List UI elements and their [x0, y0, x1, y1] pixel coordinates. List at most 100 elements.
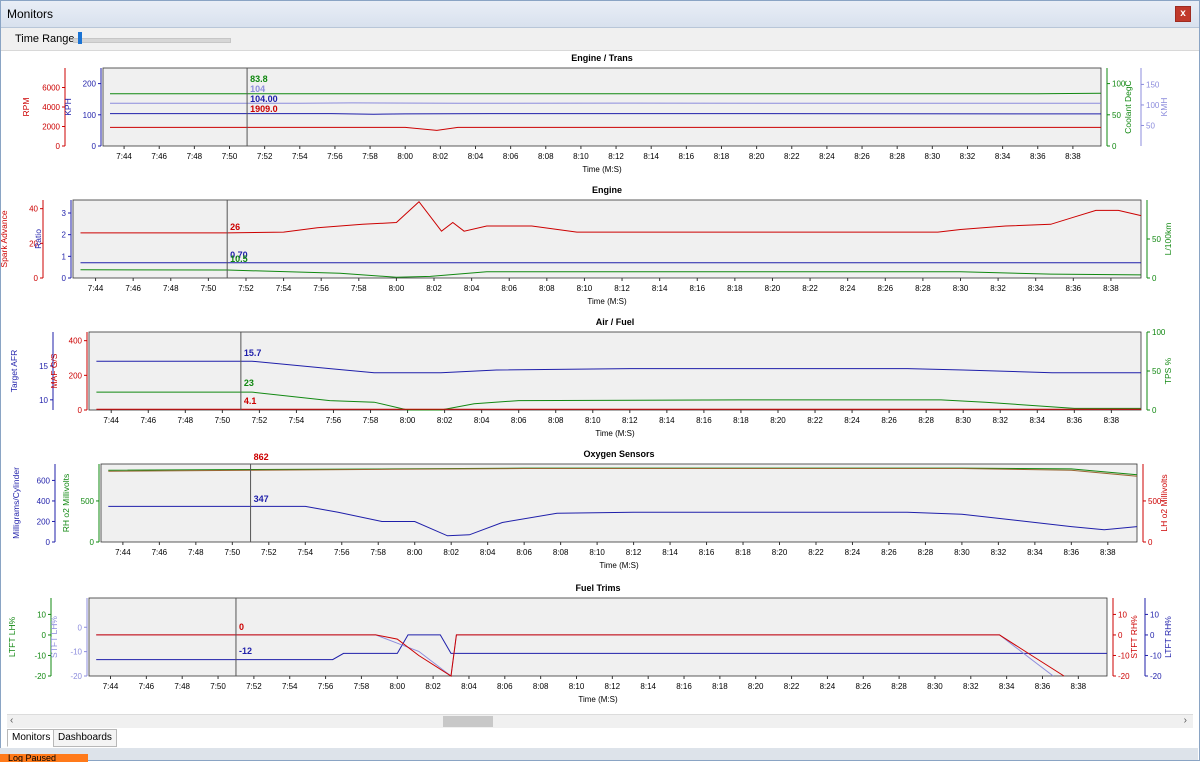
cursor-value-label: 862 [254, 452, 269, 462]
axis-label: LH o2 Millivolts [1159, 474, 1169, 531]
time-tick-label: 7:48 [187, 152, 203, 161]
time-tick-label: 7:56 [318, 682, 334, 691]
time-tick-label: 8:12 [608, 152, 624, 161]
time-tick-label: 7:44 [88, 284, 104, 293]
close-button[interactable]: x [1175, 6, 1191, 22]
axis-tick-label: -10 [34, 651, 46, 660]
time-tick-label: 7:50 [215, 416, 231, 425]
time-tick-label: 8:30 [955, 416, 971, 425]
time-tick-label: 8:28 [891, 682, 907, 691]
axis-tick-label: 0 [46, 538, 51, 547]
cursor-value-label: 0 [239, 622, 244, 632]
time-tick-label: 8:28 [915, 284, 931, 293]
axis-tick-label: 200 [69, 371, 83, 380]
cursor-value-label: -12 [239, 646, 252, 656]
time-tick-label: 8:18 [714, 152, 730, 161]
scroll-thumb[interactable] [443, 716, 493, 727]
time-tick-label: 7:50 [225, 548, 241, 557]
time-tick-label: 8:26 [854, 152, 870, 161]
scroll-left-arrow[interactable]: ‹ [10, 715, 13, 726]
time-tick-label: 8:38 [1103, 284, 1119, 293]
axis-tick-label: 0 [1150, 631, 1155, 640]
time-tick-label: 8:06 [503, 152, 519, 161]
time-tick-label: 8:24 [820, 682, 836, 691]
axis-label: Ratio [33, 229, 43, 249]
horizontal-scrollbar[interactable]: ‹ › [7, 714, 1193, 728]
time-tick-label: 8:18 [735, 548, 751, 557]
time-tick-label: 8:38 [1071, 682, 1087, 691]
time-tick-label: 8:18 [733, 416, 749, 425]
time-tick-label: 8:04 [474, 416, 490, 425]
axis-tick-label: 0 [34, 274, 39, 283]
time-tick-label: 8:12 [622, 416, 638, 425]
time-tick-label: 8:34 [995, 152, 1011, 161]
panel-title: Fuel Trims [575, 583, 620, 593]
time-tick-label: 7:58 [351, 284, 367, 293]
axis-tick-label: 50 [1146, 121, 1155, 130]
time-tick-label: 7:56 [334, 548, 350, 557]
time-tick-label: 8:16 [696, 416, 712, 425]
time-tick-label: 8:38 [1100, 548, 1116, 557]
cursor-value-label: 104.00 [250, 94, 278, 104]
axis-label: LTFT LH% [7, 616, 17, 657]
time-tick-label: 8:24 [819, 152, 835, 161]
axis-tick-label: 0 [78, 406, 83, 415]
time-tick-label: 7:54 [297, 548, 313, 557]
time-tick-label: 7:54 [292, 152, 308, 161]
monitor-charts[interactable]: Engine / Trans0200040006000RPM0100200KPH… [1, 50, 1199, 714]
time-tick-label: 8:04 [480, 548, 496, 557]
axis-tick-label: 10 [1150, 610, 1159, 619]
time-tick-label: 8:34 [999, 682, 1015, 691]
time-tick-label: 8:06 [516, 548, 532, 557]
axis-tick-label: 50 [1112, 111, 1121, 120]
time-tick-label: 8:30 [953, 284, 969, 293]
axis-tick-label: 400 [69, 337, 83, 346]
time-tick-label: 8:00 [400, 416, 416, 425]
tab-dashboards[interactable]: Dashboards [53, 729, 117, 747]
time-tick-label: 7:46 [139, 682, 155, 691]
axis-tick-label: 3 [62, 209, 67, 218]
time-tick-label: 7:56 [313, 284, 329, 293]
time-tick-label: 8:16 [689, 284, 705, 293]
time-tick-label: 8:10 [569, 682, 585, 691]
time-tick-label: 7:48 [178, 416, 194, 425]
axis-label: TPS % [1163, 357, 1173, 384]
time-range-slider[interactable] [73, 38, 231, 43]
time-tick-label: 8:02 [426, 284, 442, 293]
time-tick-label: 8:38 [1104, 416, 1120, 425]
tab-monitors[interactable]: Monitors [7, 729, 55, 747]
time-tick-label: 7:52 [261, 548, 277, 557]
time-tick-label: 8:22 [784, 682, 800, 691]
time-tick-label: 8:02 [437, 416, 453, 425]
time-tick-label: 7:54 [282, 682, 298, 691]
time-tick-label: 8:14 [640, 682, 656, 691]
time-axis-label: Time (M:S) [582, 165, 622, 174]
axis-label: Coolant DegC [1123, 80, 1133, 133]
time-tick-label: 7:54 [289, 416, 305, 425]
time-range-slider-thumb[interactable] [78, 32, 82, 44]
axis-tick-label: -20 [70, 672, 82, 681]
time-tick-label: 8:08 [538, 152, 554, 161]
axis-tick-label: 150 [1146, 80, 1160, 89]
time-tick-label: 7:44 [115, 548, 131, 557]
time-tick-label: 7:52 [257, 152, 273, 161]
time-tick-label: 8:06 [511, 416, 527, 425]
window-title: Monitors [7, 7, 53, 21]
time-tick-label: 8:18 [727, 284, 743, 293]
time-tick-label: 8:30 [925, 152, 941, 161]
cursor-value-label: 104 [250, 84, 265, 94]
time-tick-label: 7:48 [163, 284, 179, 293]
cursor-value-label: 26 [230, 222, 240, 232]
time-tick-label: 7:44 [103, 416, 119, 425]
time-tick-label: 7:44 [103, 682, 119, 691]
time-tick-label: 8:12 [626, 548, 642, 557]
axis-tick-label: 2 [62, 231, 67, 240]
plot-area [73, 200, 1141, 278]
time-tick-label: 8:36 [1030, 152, 1046, 161]
scroll-right-arrow[interactable]: › [1184, 715, 1187, 726]
axis-tick-label: -10 [1150, 651, 1162, 660]
time-tick-label: 8:14 [662, 548, 678, 557]
time-tick-label: 8:14 [643, 152, 659, 161]
axis-tick-label: 10 [39, 396, 48, 405]
